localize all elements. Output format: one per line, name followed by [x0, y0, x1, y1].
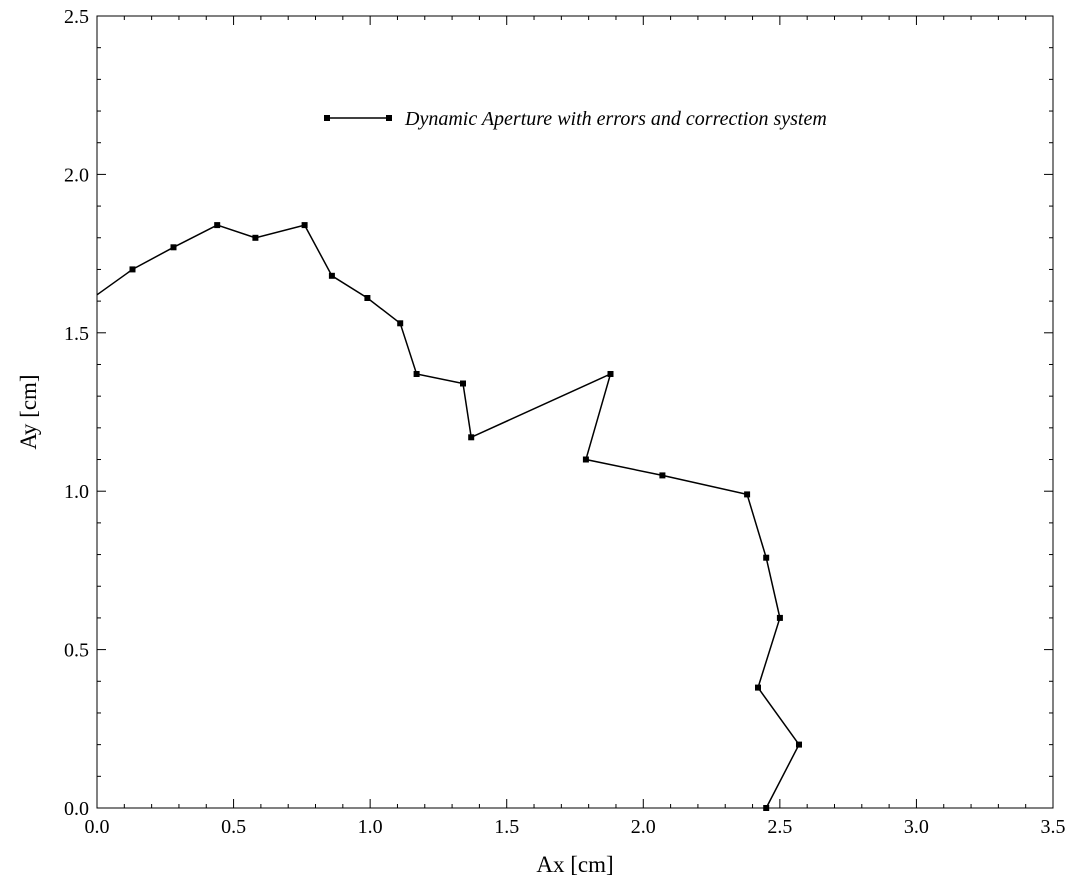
x-tick-label: 2.5 — [767, 816, 792, 838]
data-point — [582, 456, 589, 463]
x-tick-label: 2.0 — [631, 816, 656, 838]
x-tick-label: 0.0 — [85, 816, 110, 838]
data-point — [763, 805, 770, 811]
data-point — [413, 371, 420, 377]
y-tick-label: 2.5 — [64, 6, 89, 28]
y-tick-label: 2.0 — [64, 164, 89, 186]
legend-marker-left — [324, 115, 330, 121]
data-point — [170, 244, 177, 251]
series-line — [96, 224, 800, 809]
data-point — [755, 684, 761, 691]
data-point — [301, 222, 308, 229]
data-point — [460, 380, 466, 387]
x-axis-title: Ax [cm] — [536, 852, 613, 877]
data-point — [744, 491, 751, 498]
legend-label: Dynamic Aperture with errors and correct… — [404, 108, 827, 130]
axis-ticks — [96, 15, 1054, 809]
data-point — [364, 295, 371, 301]
y-tick-label: 1.5 — [64, 323, 89, 345]
data-point — [468, 434, 475, 441]
plot-frame — [96, 15, 1054, 809]
axis-tick-labels: 0.0 0.5 1.0 1.5 2.0 2.5 3.0 3.5 0.0 0.5 1.0 1.5 2.0 2… — [64, 6, 1066, 838]
data-point — [129, 266, 136, 273]
data-point — [607, 371, 614, 377]
x-tick-label: 1.5 — [494, 816, 519, 838]
x-tick-label: 3.0 — [904, 816, 929, 838]
x-tick-label: 3.5 — [1041, 816, 1066, 838]
series-layer — [96, 222, 802, 811]
x-tick-label: 1.0 — [358, 816, 383, 838]
legend-marker-right — [386, 115, 392, 121]
data-point — [252, 234, 259, 241]
y-tick-label: 0.5 — [64, 640, 89, 662]
y-tick-label: 1.0 — [64, 481, 89, 503]
x-tick-label: 0.5 — [221, 816, 246, 838]
data-point — [796, 741, 802, 748]
legend: Dynamic Aperture with errors and correct… — [324, 108, 827, 130]
data-point — [214, 222, 221, 229]
data-point — [659, 472, 666, 479]
y-tick-label: 0.0 — [64, 798, 89, 820]
data-point — [763, 554, 770, 561]
y-axis-title: Ay [cm] — [16, 374, 41, 449]
data-point — [776, 614, 783, 621]
data-point — [328, 272, 335, 279]
data-point — [397, 320, 404, 327]
